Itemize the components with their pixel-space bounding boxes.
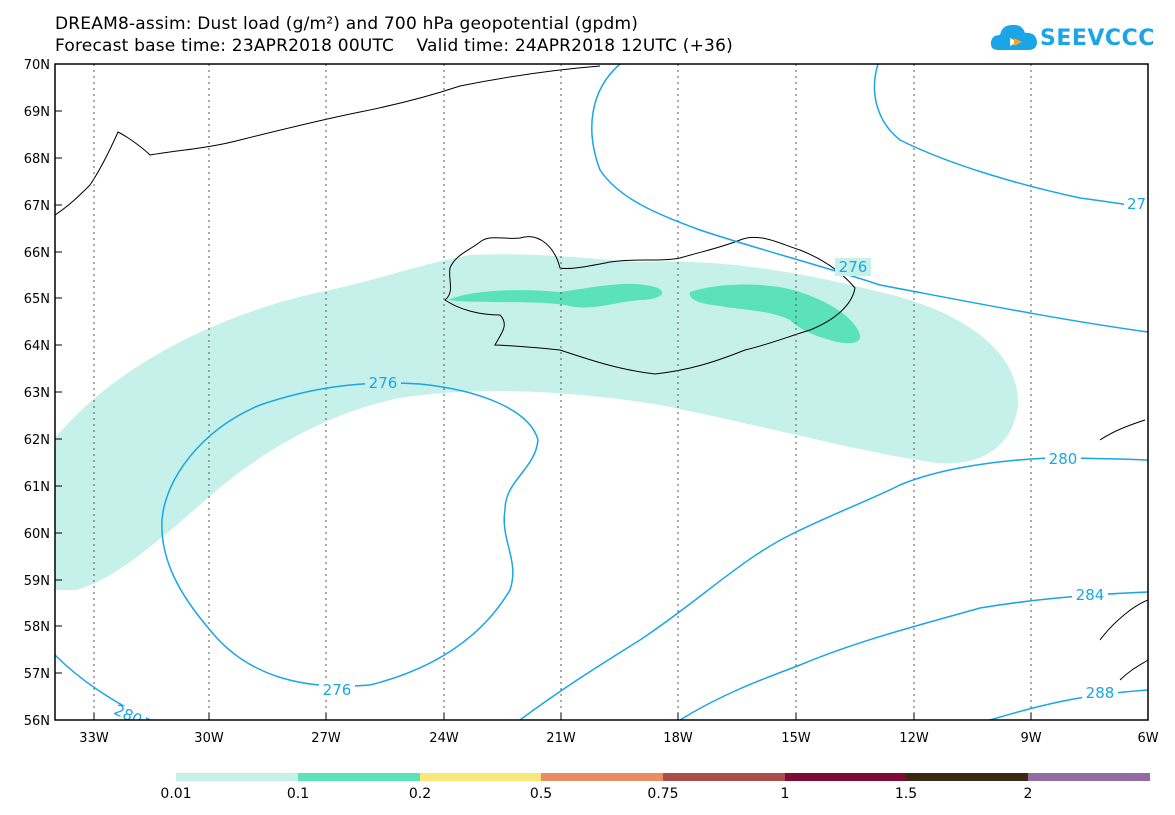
lon-label: 12W [899, 731, 929, 746]
colorbar-label: 1.5 [894, 786, 918, 802]
colorbar-label: 0.75 [647, 786, 679, 802]
contour-labels: 276 276 276 280 280 284 288 27 [110, 195, 1148, 720]
lat-label: 65N [24, 292, 50, 307]
lon-label: 15W [781, 731, 811, 746]
contour-label-284: 284 [1076, 586, 1105, 604]
lat-label: 64N [24, 339, 50, 354]
lat-label: 58N [24, 620, 50, 635]
lon-label: 21W [546, 731, 576, 746]
lon-label: 9W [1020, 731, 1041, 746]
lon-label: 27W [311, 731, 341, 746]
colorbar-swatch [663, 773, 785, 781]
colorbar-swatch [785, 773, 906, 781]
dust-region-low [55, 254, 1019, 590]
lon-label: 18W [663, 731, 693, 746]
colorbar-swatch [176, 773, 298, 781]
map-title: DREAM8-assim: Dust load (g/m²) and 700 h… [55, 14, 639, 34]
lon-label: 33W [79, 731, 109, 746]
colorbar [176, 773, 1150, 781]
lat-label: 56N [24, 714, 50, 729]
lat-label: 66N [24, 246, 50, 261]
lat-label: 67N [24, 199, 50, 214]
lat-label: 63N [24, 386, 50, 401]
lat-label: 61N [24, 480, 50, 495]
contour-label-276-east: 276 [839, 258, 868, 276]
lat-label: 59N [24, 574, 50, 589]
lon-label: 6W [1137, 731, 1158, 746]
lon-label: 24W [429, 731, 459, 746]
lat-label: 57N [24, 667, 50, 682]
lat-label: 62N [24, 433, 50, 448]
tick-marks [55, 63, 1149, 721]
colorbar-swatch [541, 773, 663, 781]
map-subtitle: Forecast base time: 23APR2018 00UTC Vali… [55, 36, 733, 56]
latitude-labels: 70N 69N 68N 67N 66N 65N 64N 63N 62N 61N … [24, 58, 50, 729]
contour-label-276-north: 276 [369, 374, 398, 392]
colorbar-label: 0.5 [529, 786, 553, 802]
colorbar-swatch [298, 773, 420, 781]
seevccc-logo: SEEVCCC [990, 20, 1154, 60]
contour-label-280-east: 280 [1049, 450, 1078, 468]
lat-label: 69N [24, 105, 50, 120]
colorbar-swatch [906, 773, 1028, 781]
colorbar-label: 2 [1023, 786, 1033, 802]
graticule [93, 64, 1032, 720]
lat-label: 68N [24, 152, 50, 167]
coastlines [55, 65, 1148, 681]
colorbar-label: 0.2 [408, 786, 432, 802]
dust-region-mid-east [689, 284, 861, 344]
longitude-labels: 33W 30W 27W 24W 21W 18W 15W 12W 9W 6W [79, 731, 1158, 746]
colorbar-label: 0.01 [160, 786, 192, 802]
colorbar-swatch [420, 773, 541, 781]
dust-region-mid-west [448, 283, 663, 308]
lat-label: 60N [24, 527, 50, 542]
colorbar-label: 0.1 [286, 786, 310, 802]
colorbar-label: 1 [780, 786, 790, 802]
lon-label: 30W [194, 731, 224, 746]
colorbar-swatch [1028, 773, 1150, 781]
contour-label-27-truncated: 27 [1127, 195, 1146, 213]
cloud-logo-icon [990, 24, 1037, 50]
contour-label-288: 288 [1086, 684, 1115, 702]
contour-label-276-south: 276 [323, 681, 352, 699]
logo-text: SEEVCCC [1040, 26, 1155, 51]
lat-label: 70N [24, 58, 50, 73]
